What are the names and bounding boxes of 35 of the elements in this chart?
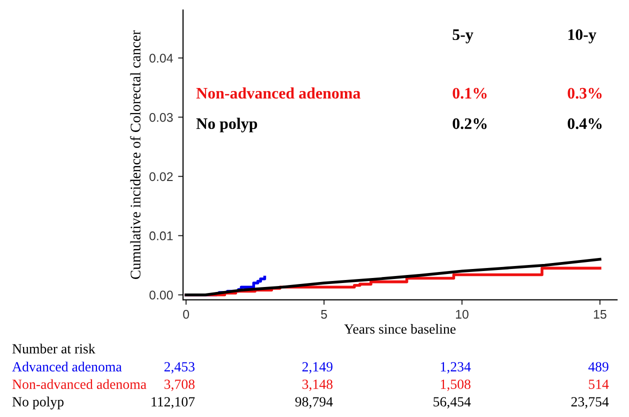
y-tick-label: 0.02	[149, 172, 173, 182]
text: 2,149	[302, 362, 332, 374]
text: No polyp	[12, 396, 64, 410]
text: 112,107	[152, 397, 195, 408]
y-tick-label: 0.01	[149, 231, 173, 240]
x-axis-title: Years since baseline	[344, 324, 456, 334]
text: Non-advanced adenoma	[12, 379, 146, 389]
text: 1,234	[440, 362, 471, 374]
x-tick-label: 0	[183, 310, 190, 319]
text: 23,754	[571, 397, 609, 408]
annotation: 0.3%	[568, 88, 602, 99]
text: 98,794	[295, 397, 333, 408]
y-tick-label: 0.00	[149, 290, 173, 300]
annotation: 10-y	[568, 29, 596, 44]
annotation: 0.1%	[452, 88, 487, 99]
y-tick-label: 0.04	[149, 54, 173, 63]
text: 1,508	[440, 380, 470, 391]
annotation: 5-y	[452, 29, 474, 44]
text: No polyp	[196, 118, 258, 132]
x-tick-label: 15	[594, 310, 606, 319]
text: Advanced adenoma	[12, 362, 122, 372]
text: 3,148	[302, 380, 332, 391]
text: 3,708	[164, 380, 195, 391]
text: Non-advanced adenoma	[196, 87, 360, 99]
y-axis-title: Cumulative incidence of Colorectal cancer	[130, 30, 140, 280]
text: 514	[588, 380, 609, 389]
annotation: 0.2%	[452, 118, 487, 130]
x-tick-label: 10	[456, 310, 468, 319]
y-tick-label: 0.03	[149, 112, 173, 122]
x-tick-label: 5	[321, 310, 327, 319]
text: 56,454	[434, 397, 471, 408]
text: Number at risk	[12, 344, 96, 354]
text: 2,453	[164, 362, 195, 374]
text: 489	[588, 362, 608, 372]
annotation: 0.4%	[568, 118, 602, 130]
